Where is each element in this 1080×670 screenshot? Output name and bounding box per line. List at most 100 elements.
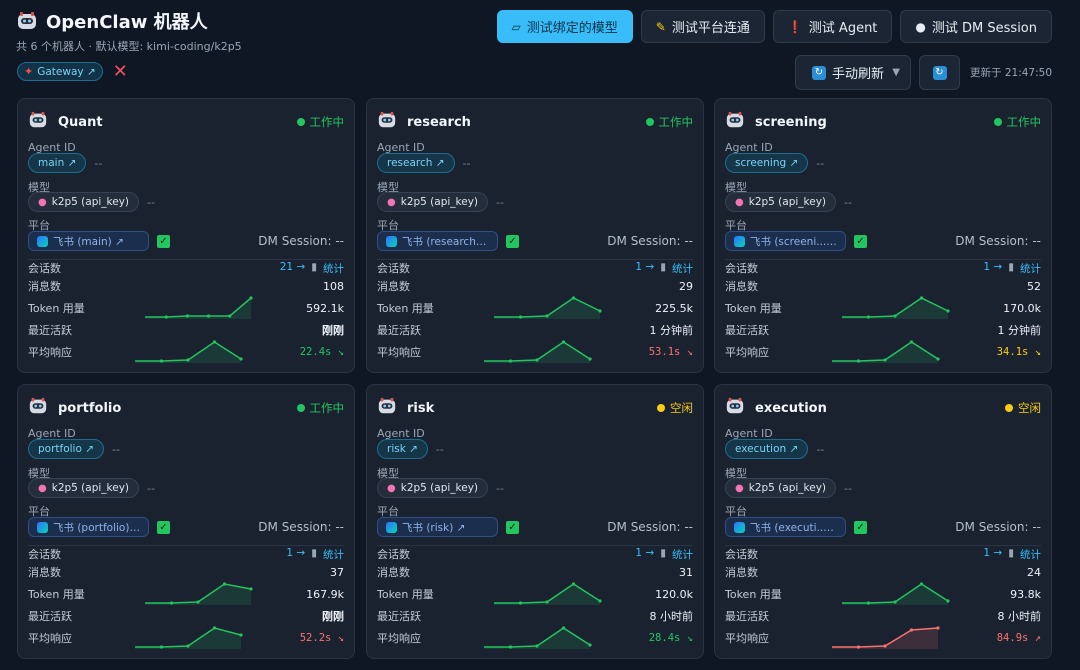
platform-chip[interactable]: 飞书 (main) ↗ [28,231,149,251]
agent-card[interactable]: Quant 工作中 Agent ID main ↗ -- 模型 ● k2p5 (… [17,98,355,373]
agent-id-chip[interactable]: main ↗ [28,153,87,173]
test-platform-button[interactable]: ✎ 测试平台连通 [640,10,765,43]
response-sparkline-point [239,633,243,637]
check-icon[interactable]: ✓ [157,234,170,248]
robot-icon [725,110,745,134]
platform-chip[interactable]: 飞书 (research) ↗ [377,231,498,251]
agent-card[interactable]: research 工作中 Agent ID research ↗ -- 模型 ●… [366,98,704,373]
model-extra: -- [147,195,155,209]
platform-name: 飞书 (portfolio) ↗ [53,521,140,534]
avg-response-value: 34.1s ↘ [996,346,1041,358]
sessions-link[interactable]: 1 → ▮ 统计 [983,261,1041,276]
refresh-button[interactable]: ↻ [919,55,960,90]
brain-icon: ● [387,482,396,494]
chevron-down-icon: ▼ [892,67,900,78]
token-sparkline-point [893,314,897,318]
response-sparkline-area [484,628,590,649]
model-chip[interactable]: ● k2p5 (api_key) [28,478,140,498]
agent-card[interactable]: screening 工作中 Agent ID screening ↗ -- 模型… [714,98,1052,373]
sessions-link[interactable]: 21 → ▮ 统计 [280,261,344,276]
dm-session: DM Session: -- [955,234,1041,248]
test-dm-button[interactable]: ● 测试 DM Session [900,10,1052,43]
sessions-link[interactable]: 1 → ▮ 统计 [983,547,1041,562]
token-sparkline-area [842,584,948,605]
token-sparkline-area [842,298,948,319]
test-dm-label: 测试 DM Session [931,21,1037,36]
agent-card[interactable]: execution 空闲 Agent ID execution ↗ -- 模型 … [714,384,1052,659]
agent-id-chip[interactable]: portfolio ↗ [28,439,105,459]
test-bound-model-button[interactable]: ▱ 测试绑定的模型 [496,10,633,43]
model-name: k2p5 (api_key) [400,482,479,494]
model-chip[interactable]: ● k2p5 (api_key) [377,478,489,498]
brain-icon: ● [387,196,396,208]
status-label: 工作中 [1006,115,1042,129]
refresh-mode-select[interactable]: ↻ 手动刷新 ▼ [795,55,911,90]
robot-icon [16,10,38,32]
platform-chip[interactable]: 飞书 (executi... ↗ [725,517,846,537]
messages-label: 消息数 [377,566,410,579]
token-sparkline-line [145,297,252,318]
close-icon[interactable]: ✕ [112,60,128,82]
dm-session: DM Session: -- [607,234,693,248]
last-active-label: 最近活跃 [28,610,72,623]
platform-chip[interactable]: 飞书 (risk) ↗ [377,517,498,537]
response-sparkline-point [561,340,566,344]
response-sparkline [484,626,592,649]
model-chip[interactable]: ● k2p5 (api_key) [28,192,140,212]
updated-timestamp: 更新于 21:47:50 [970,67,1052,79]
model-chip[interactable]: ● k2p5 (api_key) [377,192,489,212]
model-label: 模型 [377,467,399,480]
agent-card[interactable]: risk 空闲 Agent ID risk ↗ -- 模型 ● k2p5 (ap… [366,384,704,659]
agent-id-chip[interactable]: screening ↗ [725,153,809,173]
feishu-icon [386,235,397,247]
agent-id-extra: -- [816,156,825,170]
check-icon[interactable]: ✓ [854,234,867,248]
token-sparkline [145,296,253,319]
response-sparkline-area [832,342,938,363]
agent-id-extra: -- [462,156,471,170]
avg-response-label: 平均响应 [377,632,421,645]
agent-id-chip[interactable]: execution ↗ [725,439,809,459]
tokens-value: 93.8k [1010,587,1041,601]
sessions-value: 1 → [286,546,306,559]
gateway-link[interactable]: ✦ Gateway ↗ [17,62,103,81]
model-name: k2p5 (api_key) [51,482,130,494]
check-icon[interactable]: ✓ [506,520,519,534]
model-name: k2p5 (api_key) [748,482,827,494]
sessions-link[interactable]: 1 → ▮ 统计 [635,547,693,562]
model-name: k2p5 (api_key) [748,196,827,208]
sessions-link[interactable]: 1 → ▮ 统计 [635,261,693,276]
agent-name: risk [407,400,435,416]
platform-chip[interactable]: 飞书 (portfolio) ↗ [28,517,149,537]
agent-card[interactable]: portfolio 工作中 Agent ID portfolio ↗ -- 模型… [17,384,355,659]
tokens-value: 120.0k [655,587,693,601]
check-icon[interactable]: ✓ [157,520,170,534]
model-chip[interactable]: ● k2p5 (api_key) [725,192,837,212]
agent-name: execution [755,400,827,416]
token-sparkline-point [518,601,523,605]
sessions-label: 会话数 [28,548,61,561]
agent-id-label: Agent ID [377,141,425,154]
dm-session: DM Session: -- [607,520,693,534]
sessions-link[interactable]: 1 → ▮ 统计 [286,547,344,562]
token-sparkline-point [222,582,227,586]
tokens-label: Token 用量 [377,588,434,601]
last-active-value: 刚刚 [322,610,344,623]
robot-icon [725,396,745,420]
agent-id-extra: -- [816,442,825,456]
check-icon[interactable]: ✓ [854,520,867,534]
brain-icon: ● [38,482,47,494]
model-label: 模型 [725,181,747,194]
avg-response-label: 平均响应 [725,346,769,359]
model-chip[interactable]: ● k2p5 (api_key) [725,478,837,498]
agent-id-chip[interactable]: research ↗ [377,153,455,173]
agent-id-chip[interactable]: risk ↗ [377,439,428,459]
last-active-value: 8 小时前 [997,610,1042,623]
test-agent-button[interactable]: ❗ 测试 Agent [772,10,893,43]
robot-icon [377,396,397,420]
model-extra: -- [496,481,504,495]
stats-link: 统计 [672,548,693,561]
check-icon[interactable]: ✓ [506,234,519,248]
messages-label: 消息数 [725,280,758,293]
platform-chip[interactable]: 飞书 (screeni... ↗ [725,231,846,251]
